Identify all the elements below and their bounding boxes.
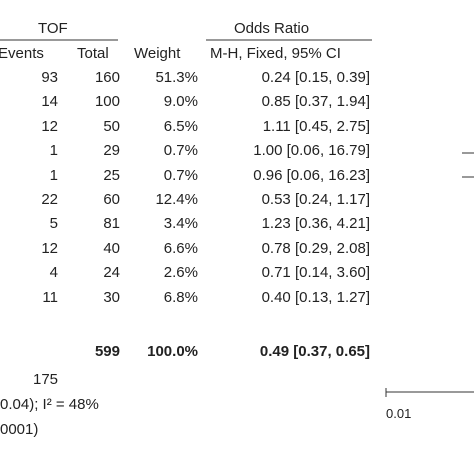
events-header: Events: [0, 45, 44, 62]
row-total: 24: [103, 264, 120, 282]
row-or-ci: 0.71 [0.14, 3.60]: [261, 264, 370, 282]
row-weight: 0.7%: [163, 166, 198, 184]
overall-effect-text: 0001): [0, 421, 39, 438]
row-total: 25: [103, 166, 120, 184]
row-weight: 51.3%: [155, 69, 198, 86]
row-events: 5: [49, 215, 58, 233]
row-weight: 6.6%: [163, 239, 198, 257]
row-total: 60: [103, 191, 120, 208]
row-or-ci: 1.11 [0.45, 2.75]: [262, 117, 370, 135]
row-events: 22: [41, 191, 58, 208]
row-events: 11: [42, 288, 58, 306]
row-total: 29: [103, 142, 120, 160]
row-events: 1: [49, 142, 58, 160]
row-weight: 6.8%: [163, 288, 198, 306]
row-events: 12: [41, 117, 58, 135]
row-or-ci: 1.00 [0.06, 16.79]: [253, 142, 370, 160]
total-or-ci: 0.49 [0.37, 0.65]: [259, 343, 370, 360]
row-or-ci: 0.85 [0.37, 1.94]: [261, 93, 370, 111]
row-weight: 9.0%: [163, 93, 198, 111]
row-events: 12: [41, 239, 58, 257]
row-or-ci: 0.78 [0.29, 2.08]: [261, 239, 370, 257]
row-total: 30: [103, 288, 120, 306]
row-total: 50: [103, 117, 120, 135]
total-weight: 100.0%: [147, 343, 198, 360]
row-weight: 3.4%: [163, 215, 198, 233]
row-weight: 2.6%: [163, 264, 198, 282]
total-header: Total: [77, 45, 109, 62]
row-events: 4: [49, 264, 58, 282]
axis-tick-label: 0.01: [386, 406, 412, 421]
row-events: 93: [41, 69, 58, 86]
weight-header: Weight: [134, 45, 181, 62]
odds-ratio-method-header: M-H, Fixed, 95% CI: [210, 45, 341, 62]
row-total: 100: [94, 93, 120, 111]
row-weight: 0.7%: [163, 142, 198, 160]
total-events: 175: [33, 371, 59, 388]
row-total: 160: [94, 69, 120, 86]
row-total: 40: [103, 239, 120, 257]
row-total: 81: [103, 215, 120, 233]
group-header: TOF: [38, 20, 68, 37]
total-sum: 599: [94, 343, 120, 360]
row-weight: 6.5%: [163, 117, 198, 135]
row-or-ci: 0.53 [0.24, 1.17]: [261, 191, 370, 208]
row-or-ci: 0.24 [0.15, 0.39]: [261, 69, 370, 86]
row-weight: 12.4%: [155, 191, 198, 208]
odds-ratio-header: Odds Ratio: [234, 20, 310, 37]
row-or-ci: 0.40 [0.13, 1.27]: [261, 288, 370, 306]
heterogeneity-text: 0.04); I² = 48%: [0, 396, 99, 413]
row-events: 14: [41, 93, 58, 111]
row-or-ci: 1.23 [0.36, 4.21]: [261, 215, 370, 233]
row-events: 1: [49, 166, 58, 184]
row-or-ci: 0.96 [0.06, 16.23]: [253, 166, 370, 184]
